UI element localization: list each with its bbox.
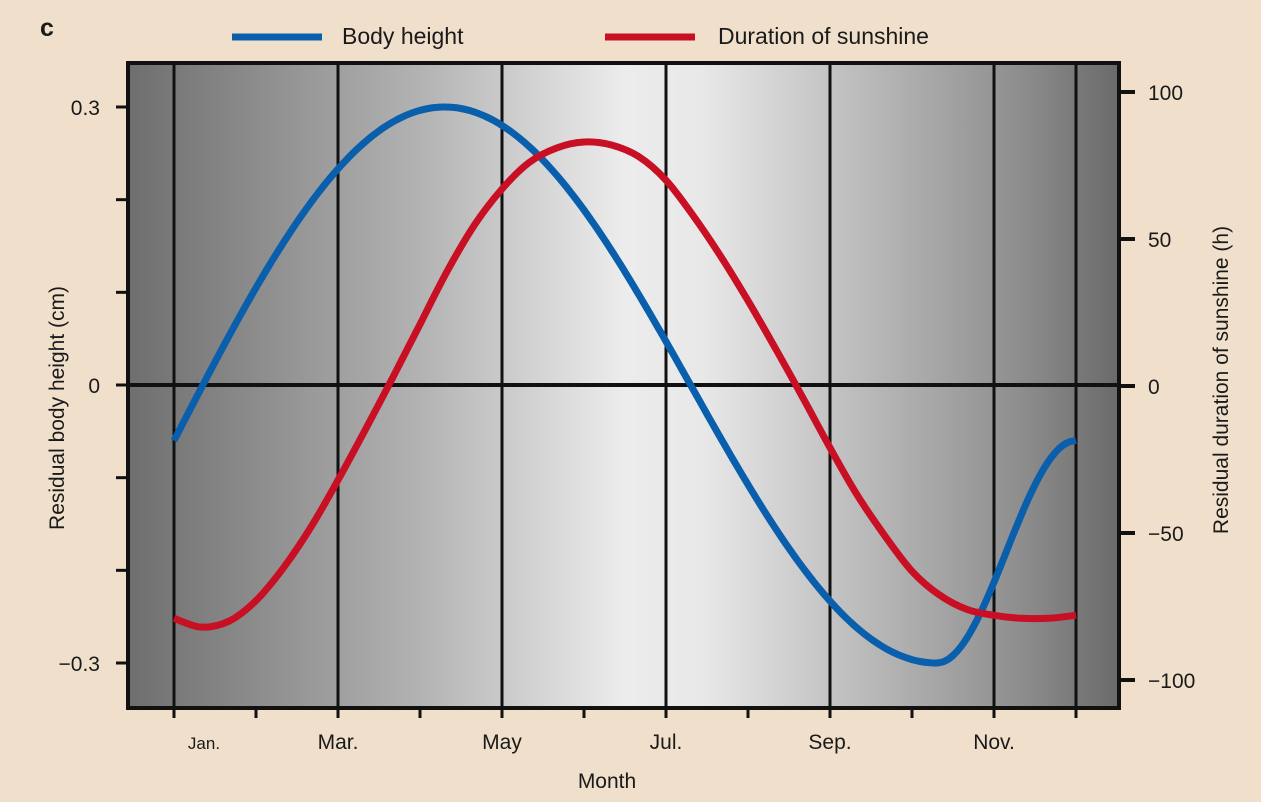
legend: Body height Duration of sunshine: [232, 23, 929, 49]
y2-tick-label: −100: [1148, 670, 1195, 693]
x-tick-label: Nov.: [973, 731, 1015, 754]
panel-label: c: [40, 14, 54, 42]
legend-label-body-height: Body height: [342, 23, 464, 49]
x-tick-label: Sep.: [808, 731, 851, 754]
x-tick-label: May: [482, 731, 522, 754]
y-tick-label: −0.3: [59, 653, 100, 676]
y2-tick-label: 100: [1148, 82, 1183, 105]
y-tick-label: 0.3: [71, 97, 100, 120]
series-line-body-height: [170, 103, 1077, 667]
y2-axis-title: Residual duration of sunshine (h): [1210, 226, 1233, 534]
tick-labels: Jan. Mar. May Jul. Sep. Nov. 0.3 0 −0.3 100 50 0 −50…: [59, 82, 1196, 754]
y2-tick-label: 50: [1148, 229, 1171, 252]
series-lines: [170, 103, 1077, 667]
y2-tick-label: −50: [1148, 523, 1184, 546]
y2-tick-label: 0: [1148, 376, 1160, 399]
plot-frame: [126, 61, 1121, 710]
y-tick-label: 0: [88, 375, 100, 398]
legend-label-sunshine: Duration of sunshine: [718, 23, 929, 49]
x-tick-label: Jul.: [650, 731, 683, 754]
y-axis-title: Residual body height (cm): [46, 286, 69, 530]
x-tick-label: Jan.: [188, 734, 220, 753]
series-line-sunshine: [172, 138, 1077, 631]
x-axis-title: Month: [578, 770, 636, 793]
x-tick-label: Mar.: [318, 731, 359, 754]
